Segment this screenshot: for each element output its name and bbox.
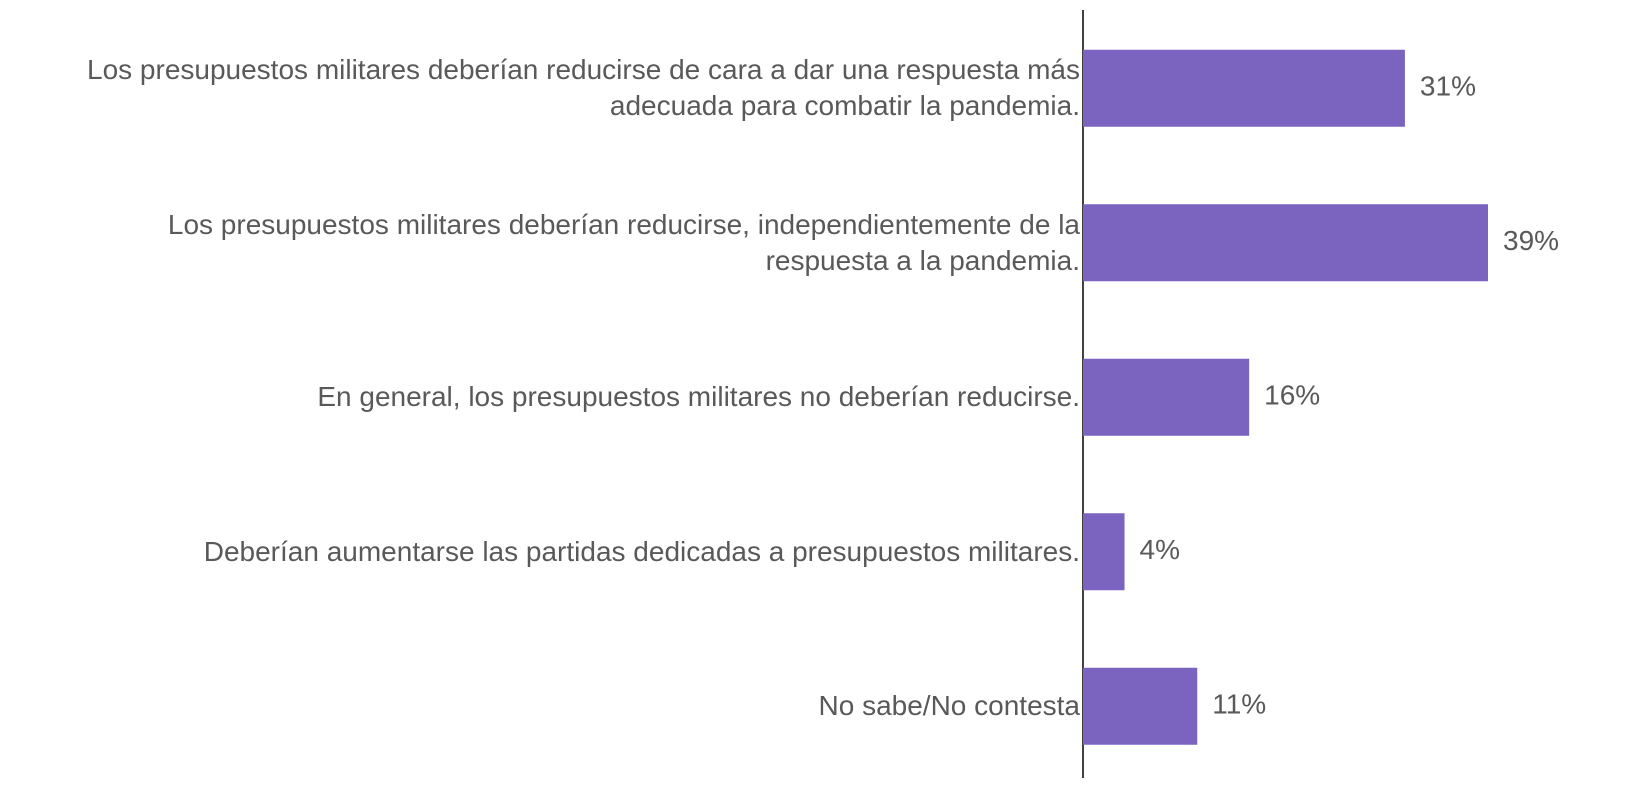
bar <box>1083 204 1488 282</box>
category-label: En general, los presupuestos militares n… <box>0 320 1080 475</box>
bar <box>1083 49 1405 127</box>
bar <box>1083 667 1198 745</box>
value-label: 39% <box>1503 225 1559 256</box>
category-label: Deberían aumentarse las partidas dedicad… <box>0 475 1080 630</box>
category-text: Deberían aumentarse las partidas dedicad… <box>203 535 1080 567</box>
category-text: Los presupuestos militares deberían redu… <box>167 208 1080 276</box>
value-label: 16% <box>1264 380 1320 411</box>
category-label: Los presupuestos militares deberían redu… <box>0 166 1080 321</box>
category-text: En general, los presupuestos militares n… <box>317 381 1080 413</box>
bar <box>1083 513 1125 591</box>
category-text: No sabe/No contesta <box>818 690 1081 722</box>
category-text: Los presupuestos militares deberían redu… <box>87 54 1080 122</box>
value-label: 4% <box>1140 534 1180 565</box>
value-label: 31% <box>1420 71 1476 102</box>
category-label: No sabe/No contesta <box>0 629 1081 784</box>
category-label: Los presupuestos militares deberían redu… <box>0 11 1080 166</box>
bar <box>1083 358 1250 436</box>
value-label: 11% <box>1212 689 1266 720</box>
